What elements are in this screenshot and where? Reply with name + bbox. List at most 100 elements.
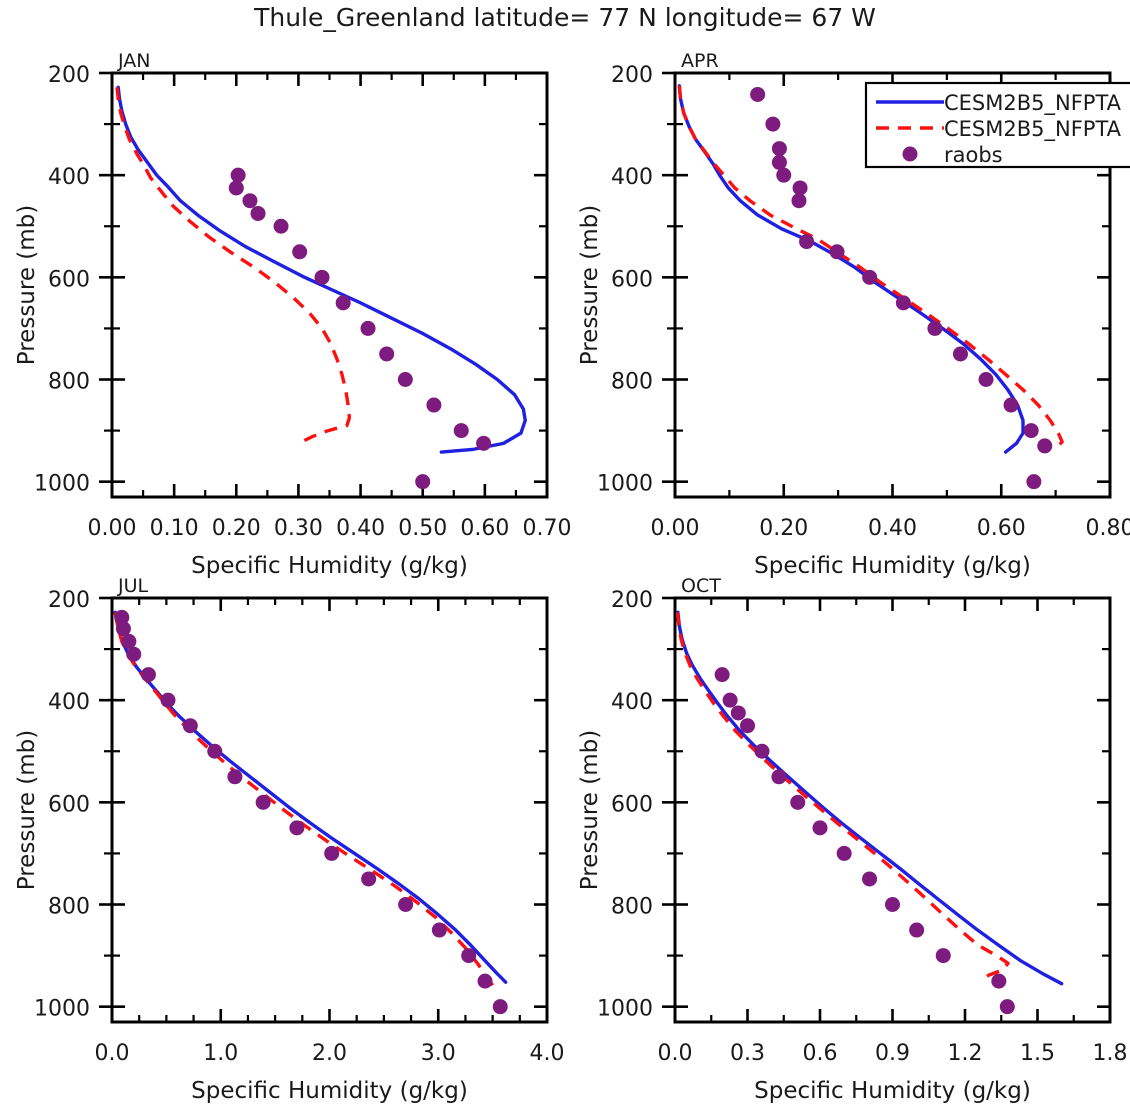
y-tick-label: 1000 [34, 997, 90, 1022]
x-tick-label: 1.8 [1093, 1041, 1128, 1066]
y-tick-label: 200 [48, 63, 90, 88]
raobs-marker [379, 346, 395, 362]
raobs-marker [792, 180, 808, 196]
y-axis-title-oct: Pressure (mb) [577, 730, 603, 890]
y-axis-title-jan: Pressure (mb) [14, 205, 40, 365]
series-line-dashed [115, 87, 352, 445]
x-tick-label: 0.20 [212, 516, 261, 541]
x-tick-label: 1.2 [948, 1041, 983, 1066]
y-tick-label: 400 [48, 690, 90, 715]
raobs-marker [415, 474, 431, 490]
raobs-marker [250, 205, 266, 221]
y-tick-label: 1000 [34, 472, 90, 497]
y-tick-label: 200 [611, 588, 653, 613]
y-tick-label: 800 [611, 895, 653, 920]
y-tick-label: 400 [611, 690, 653, 715]
x-tick-label: 0.50 [398, 516, 447, 541]
x-tick-label: 3.0 [421, 1041, 456, 1066]
raobs-marker [771, 141, 787, 157]
raobs-marker [730, 705, 746, 721]
series-line-solid [116, 85, 527, 454]
raobs-marker [182, 718, 198, 734]
panel-label-oct: OCT [681, 575, 721, 597]
raobs-marker [397, 372, 413, 388]
y-tick-label: 1000 [597, 997, 653, 1022]
raobs-marker [453, 423, 469, 439]
y-tick-label: 1000 [597, 472, 653, 497]
raobs-marker [273, 218, 289, 234]
raobs-marker [836, 845, 852, 861]
raobs-marker [461, 948, 477, 964]
raobs-marker [398, 897, 414, 913]
raobs-marker [476, 435, 492, 451]
raobs-marker [126, 646, 142, 662]
x-tick-label: 2.0 [312, 1041, 347, 1066]
raobs-marker [776, 167, 792, 183]
raobs-marker [771, 154, 787, 170]
raobs-marker [812, 820, 828, 836]
y-tick-label: 600 [611, 267, 653, 292]
x-tick-label: 0.6 [803, 1041, 838, 1066]
raobs-marker [750, 86, 766, 102]
raobs-marker [771, 769, 787, 785]
legend-label: raobs [944, 143, 1003, 167]
plot-frame-jan [110, 71, 549, 499]
x-tick-label: 0.00 [88, 516, 137, 541]
raobs-marker [765, 116, 781, 132]
raobs-marker [121, 633, 137, 649]
x-tick-label: 0.40 [868, 516, 917, 541]
plot-frame-oct [673, 596, 1112, 1024]
raobs-marker [140, 667, 156, 683]
raobs-marker [492, 999, 508, 1015]
series-line-solid [113, 610, 508, 984]
panel-label-apr: APR [681, 50, 719, 72]
raobs-marker [477, 973, 493, 989]
series-line-dashed [677, 85, 1064, 450]
raobs-marker [991, 973, 1007, 989]
raobs-marker [426, 397, 442, 413]
figure-title: Thule_Greenland latitude= 77 N longitude… [253, 3, 876, 32]
raobs-marker [314, 269, 330, 285]
raobs-marker [431, 922, 447, 938]
y-tick-label: 200 [48, 588, 90, 613]
raobs-marker [935, 948, 951, 964]
raobs-marker [952, 346, 968, 362]
raobs-marker [714, 667, 730, 683]
x-tick-label: 0.60 [977, 516, 1026, 541]
x-axis-title-jan: Specific Humidity (g/kg) [191, 553, 468, 579]
x-axis-title-jul: Specific Humidity (g/kg) [191, 1078, 468, 1104]
y-tick-label: 600 [48, 792, 90, 817]
x-tick-label: 0.70 [523, 516, 572, 541]
raobs-marker [722, 692, 738, 708]
series-line-solid [677, 84, 1025, 454]
x-tick-label: 1.0 [203, 1041, 238, 1066]
legend-swatch-marker [902, 146, 918, 162]
x-tick-label: 0.30 [274, 516, 323, 541]
x-tick-label: 4.0 [530, 1041, 565, 1066]
x-axis-title-oct: Specific Humidity (g/kg) [754, 1078, 1031, 1104]
raobs-marker [361, 871, 377, 887]
x-tick-label: 0.9 [875, 1041, 910, 1066]
raobs-marker [360, 320, 376, 336]
y-axis-title-apr: Pressure (mb) [577, 205, 603, 365]
y-axis-title-jul: Pressure (mb) [14, 730, 40, 890]
x-axis-title-apr: Specific Humidity (g/kg) [754, 553, 1031, 579]
raobs-marker [255, 794, 271, 810]
y-tick-label: 800 [48, 370, 90, 395]
x-tick-label: 0.3 [730, 1041, 765, 1066]
raobs-marker [829, 244, 845, 260]
raobs-marker [862, 871, 878, 887]
raobs-marker [862, 269, 878, 285]
raobs-marker [1026, 474, 1042, 490]
raobs-marker [160, 692, 176, 708]
y-tick-label: 800 [611, 370, 653, 395]
legend-label: CESM2B5_NFPTA [944, 117, 1122, 142]
series-line-dashed [675, 612, 1010, 981]
raobs-marker [1023, 423, 1039, 439]
raobs-marker [754, 743, 770, 759]
raobs-marker [978, 372, 994, 388]
x-tick-label: 0.0 [658, 1041, 693, 1066]
raobs-marker [999, 999, 1015, 1015]
x-tick-label: 0.0 [95, 1041, 130, 1066]
